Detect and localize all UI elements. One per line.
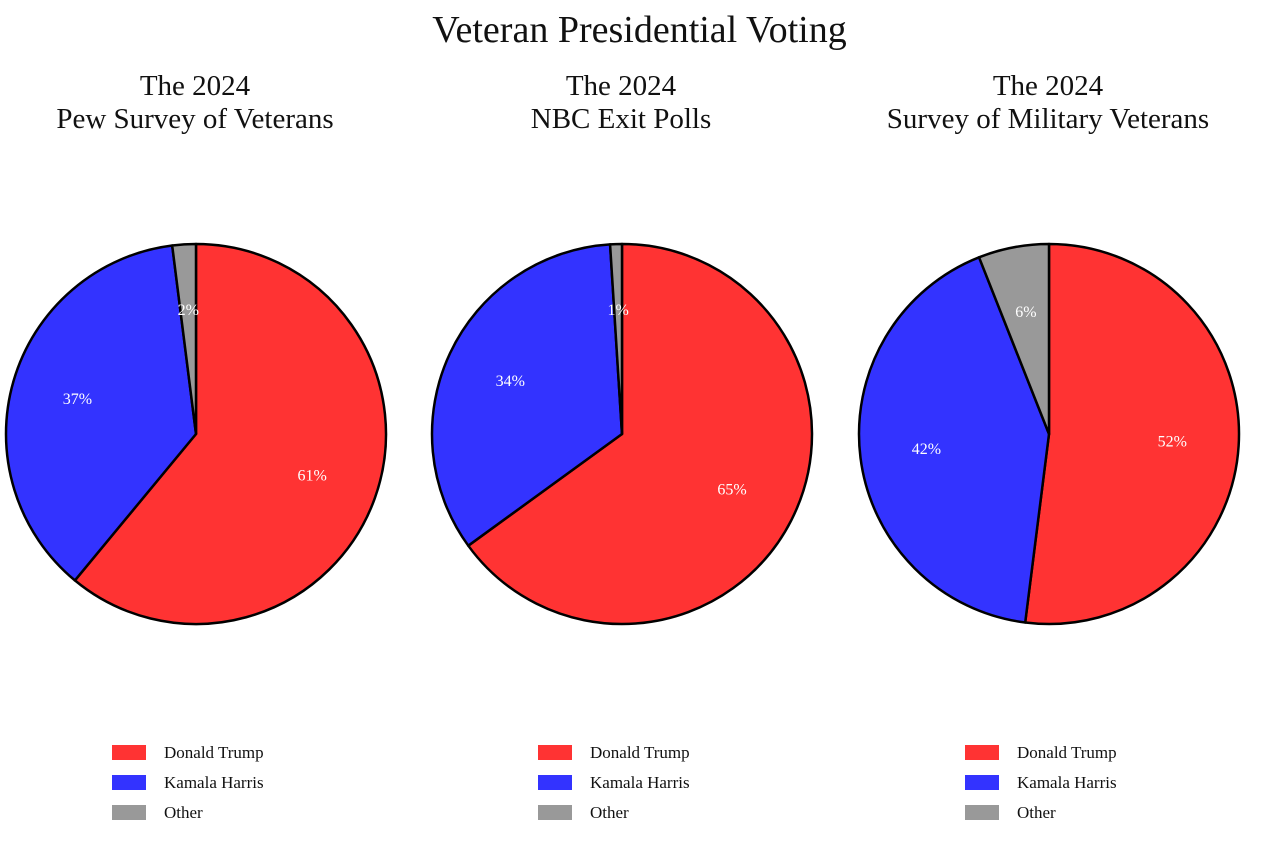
pie-value-label-kamala-harris: 37%: [63, 391, 92, 408]
legend-swatch-other: [965, 805, 999, 820]
legend-swatch-other: [112, 805, 146, 820]
pie-value-label-other: 6%: [1015, 304, 1036, 321]
pie-title-line1: The 2024: [139, 70, 251, 102]
pie-slice-kamala-harris: [4, 244, 198, 582]
pie-slice-kamala-harris: [430, 243, 624, 547]
legend-item-donald-trump: Donald Trump: [538, 742, 778, 772]
legend-item-kamala-harris: Kamala Harris: [112, 772, 352, 802]
legend-label: Donald Trump: [1017, 743, 1117, 762]
pie-title: The 2024 NBC Exit Polls: [426, 70, 816, 136]
pie-slice-other: [608, 242, 624, 436]
legend-swatch-donald-trump: [965, 745, 999, 760]
legend: Donald Trump Kamala Harris Other: [112, 742, 352, 832]
legend-label: Other: [164, 803, 203, 822]
pie-value-label-donald-trump: 65%: [717, 482, 746, 499]
pie-chart: 65% 34% 1%: [430, 242, 814, 626]
pie-title-line2: Pew Survey of Veterans: [56, 103, 334, 135]
pie-value-label-kamala-harris: 34%: [496, 373, 525, 390]
pie-value-label-other: 2%: [178, 302, 199, 319]
pie-slice-donald-trump: [1023, 242, 1241, 626]
legend-item-donald-trump: Donald Trump: [965, 742, 1205, 772]
legend-swatch-kamala-harris: [538, 775, 572, 790]
legend-item-other: Other: [538, 802, 778, 832]
pie-slice-other: [977, 242, 1051, 436]
pie-chart: 52% 42% 6%: [857, 242, 1241, 626]
pie-slice-donald-trump: [73, 242, 388, 626]
pie-value-label-kamala-harris: 42%: [912, 441, 941, 458]
legend-item-other: Other: [965, 802, 1205, 832]
pie-value-label-donald-trump: 52%: [1158, 433, 1187, 450]
pie-title-line1: The 2024: [565, 70, 677, 102]
pie-title-line2: Survey of Military Veterans: [886, 103, 1210, 135]
pie-title-line2: NBC Exit Polls: [530, 103, 712, 135]
legend-item-donald-trump: Donald Trump: [112, 742, 352, 772]
legend-swatch-kamala-harris: [112, 775, 146, 790]
legend-label: Kamala Harris: [1017, 773, 1117, 792]
legend: Donald Trump Kamala Harris Other: [965, 742, 1205, 832]
legend-swatch-other: [538, 805, 572, 820]
legend-swatch-donald-trump: [538, 745, 572, 760]
legend-item-kamala-harris: Kamala Harris: [965, 772, 1205, 802]
legend: Donald Trump Kamala Harris Other: [538, 742, 778, 832]
legend-label: Other: [1017, 803, 1056, 822]
pie-value-label-donald-trump: 61%: [298, 467, 327, 484]
pie-chart: 61% 37% 2%: [4, 242, 388, 626]
legend-swatch-donald-trump: [112, 745, 146, 760]
legend-swatch-kamala-harris: [965, 775, 999, 790]
pie-panel-nbc: The 2024 NBC Exit Polls 65% 34% 1% Donald …: [426, 0, 852, 859]
chart-title: Veteran Presidential Voting: [432, 9, 847, 51]
legend-label: Kamala Harris: [590, 773, 690, 792]
legend-item-kamala-harris: Kamala Harris: [538, 772, 778, 802]
pie-value-label-other: 1%: [607, 302, 628, 319]
pie-title: The 2024 Survey of Military Veterans: [853, 70, 1243, 136]
pie-slice-other: [170, 242, 198, 436]
legend-item-other: Other: [112, 802, 352, 832]
pie-panel-military: The 2024 Survey of Military Veterans 52%…: [853, 0, 1279, 859]
pie-title: The 2024 Pew Survey of Veterans: [0, 70, 390, 136]
legend-label: Kamala Harris: [164, 773, 264, 792]
pie-title-line1: The 2024: [992, 70, 1104, 102]
pie-slice-donald-trump: [467, 242, 814, 626]
legend-label: Other: [590, 803, 629, 822]
pie-panel-pew: The 2024 Pew Survey of Veterans 61% 37% 2%…: [0, 0, 426, 859]
legend-label: Donald Trump: [164, 743, 264, 762]
legend-label: Donald Trump: [590, 743, 690, 762]
pie-slice-kamala-harris: [857, 256, 1051, 624]
